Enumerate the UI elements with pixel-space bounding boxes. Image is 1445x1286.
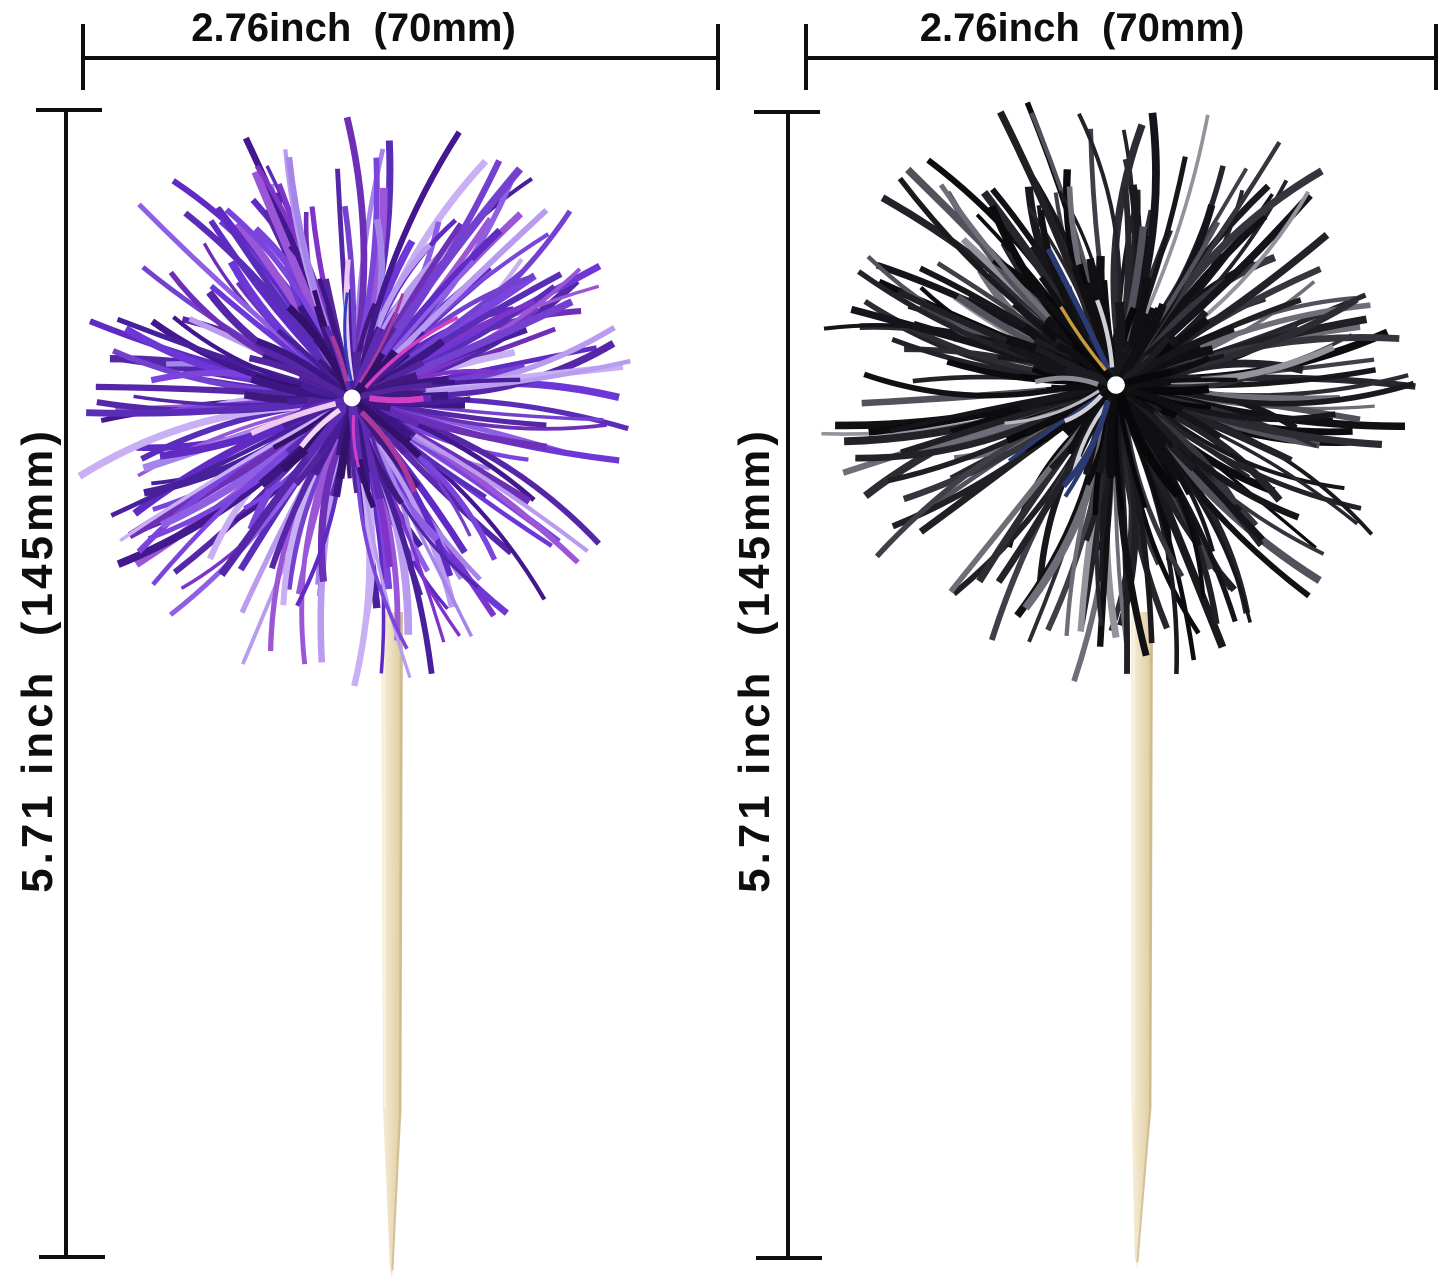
tinsel-strand — [1059, 305, 1107, 372]
tinsel-strand — [1121, 388, 1155, 414]
tinsel-strand — [1116, 391, 1182, 499]
tinsel-strand — [1007, 393, 1103, 463]
tinsel-strand — [1034, 375, 1099, 387]
tinsel-strand — [299, 407, 342, 449]
tinsel-strand — [353, 327, 382, 391]
tinsel-strand — [255, 337, 347, 396]
tinsel-strand — [1063, 393, 1103, 424]
height-dimension-label-left: 5.71 inch (145mm) — [13, 427, 62, 893]
width-dimension-line-right — [806, 56, 1438, 60]
tinsel-strand — [119, 407, 336, 543]
width-dimension-tick-right-end — [1434, 24, 1438, 90]
height-dimension-tick-middle-bottom — [756, 1256, 822, 1260]
tinsel-strand — [1045, 247, 1111, 371]
tinsel-strand — [358, 293, 405, 384]
tinsel-strand — [382, 298, 574, 388]
tinsel-strand — [1071, 342, 1112, 381]
width-dimension-tick-left-end — [716, 24, 720, 90]
tinsel-strand — [1115, 393, 1148, 509]
width-dimension-tick-left-start — [81, 24, 85, 90]
height-dimension-line-middle — [786, 110, 790, 1260]
tinsel-strand — [368, 395, 424, 404]
tinsel-strand — [343, 292, 353, 382]
tinsel-strand — [359, 382, 433, 400]
tinsel-strand — [1095, 299, 1115, 368]
tinsel-strand — [250, 400, 337, 436]
tinsel-strand — [1118, 390, 1192, 496]
height-dimension-tick-left-top — [36, 108, 102, 112]
tinsel-strand — [1142, 396, 1345, 491]
width-dimension-line-left — [83, 56, 720, 60]
tinsel-strand — [286, 304, 351, 393]
tinsel-strand — [110, 405, 333, 518]
height-dimension-tick-middle-top — [754, 110, 820, 114]
tinsel-strand — [1106, 393, 1120, 479]
height-dimension-line-left — [64, 110, 68, 1259]
tinsel-strand — [1064, 365, 1109, 387]
wooden-pick-right — [1131, 612, 1153, 1268]
tinsel-strand — [359, 410, 418, 493]
tinsel-strand — [365, 420, 480, 589]
width-dimension-label-right: 2.76inch (70mm) — [919, 6, 1245, 50]
tinsel-strand — [1004, 389, 1100, 425]
tinsel-strand — [1117, 307, 1156, 379]
tinsel-strand — [329, 335, 349, 383]
height-dimension-label-middle: 5.71 inch (145mm) — [730, 427, 779, 893]
tinsel-strand — [1061, 400, 1111, 488]
tinsel-strand — [354, 351, 386, 393]
tinsel-strand — [356, 401, 422, 459]
tinsel-strand — [183, 210, 335, 378]
black-tinsel-pompom-pick-pompom — [821, 101, 1416, 683]
tinsel-strand — [1062, 388, 1113, 437]
tinsel-strand — [351, 415, 361, 468]
width-dimension-label-left: 2.76inch (70mm) — [191, 6, 516, 50]
tinsel-strand — [1050, 382, 1108, 391]
tinsel-strand — [1112, 301, 1126, 377]
tinsel-strand — [357, 130, 462, 379]
width-dimension-tick-right-start — [804, 24, 808, 90]
purple-tinsel-pompom-pick-pompom — [77, 116, 631, 687]
wooden-pick-left — [381, 612, 403, 1278]
tinsel-strand — [1123, 368, 1172, 387]
tinsel-strand — [364, 315, 459, 389]
height-dimension-tick-left-bottom — [39, 1255, 105, 1259]
tinsel-strand — [248, 354, 346, 398]
tinsel-strand — [1121, 336, 1171, 382]
tinsel-strand — [1123, 384, 1184, 413]
